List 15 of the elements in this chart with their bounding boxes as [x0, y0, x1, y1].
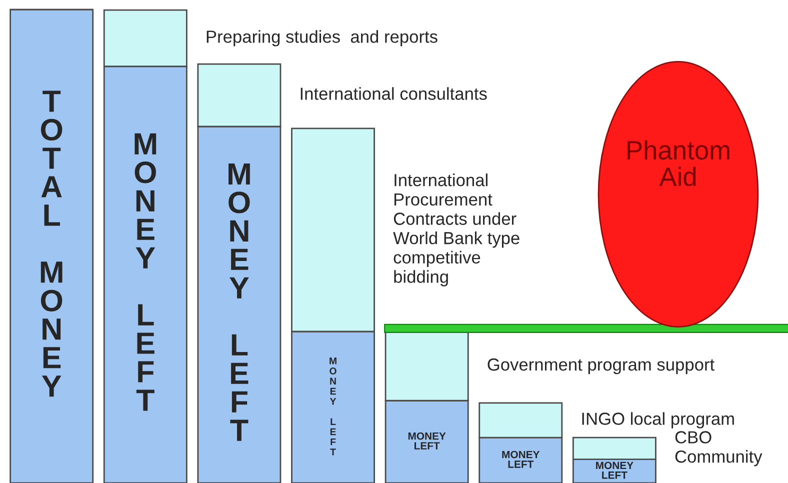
text: CBO Community — [675, 431, 762, 466]
text: TOTAL MONEY — [40, 90, 62, 397]
annotation: INGO local program — [582, 412, 734, 428]
annotation: Phantom Aid — [628, 140, 730, 186]
annotation: International consultants — [300, 87, 487, 100]
text: MONEY LEFT — [330, 358, 336, 456]
annotation: MONEY LEFT — [596, 462, 634, 479]
annotation: MONEY LEFT — [502, 450, 540, 468]
annotation: Government program support — [488, 358, 714, 374]
annotation: International Procurement Contracts under World Bank type competitive bidding — [393, 174, 520, 286]
text: MONEY LEFT — [134, 133, 156, 411]
text: MONEY LEFT — [228, 163, 250, 441]
bar — [10, 8, 94, 483]
annotation: Preparing studies and reports — [206, 30, 438, 46]
annotation: MONEY LEFT — [408, 432, 446, 450]
